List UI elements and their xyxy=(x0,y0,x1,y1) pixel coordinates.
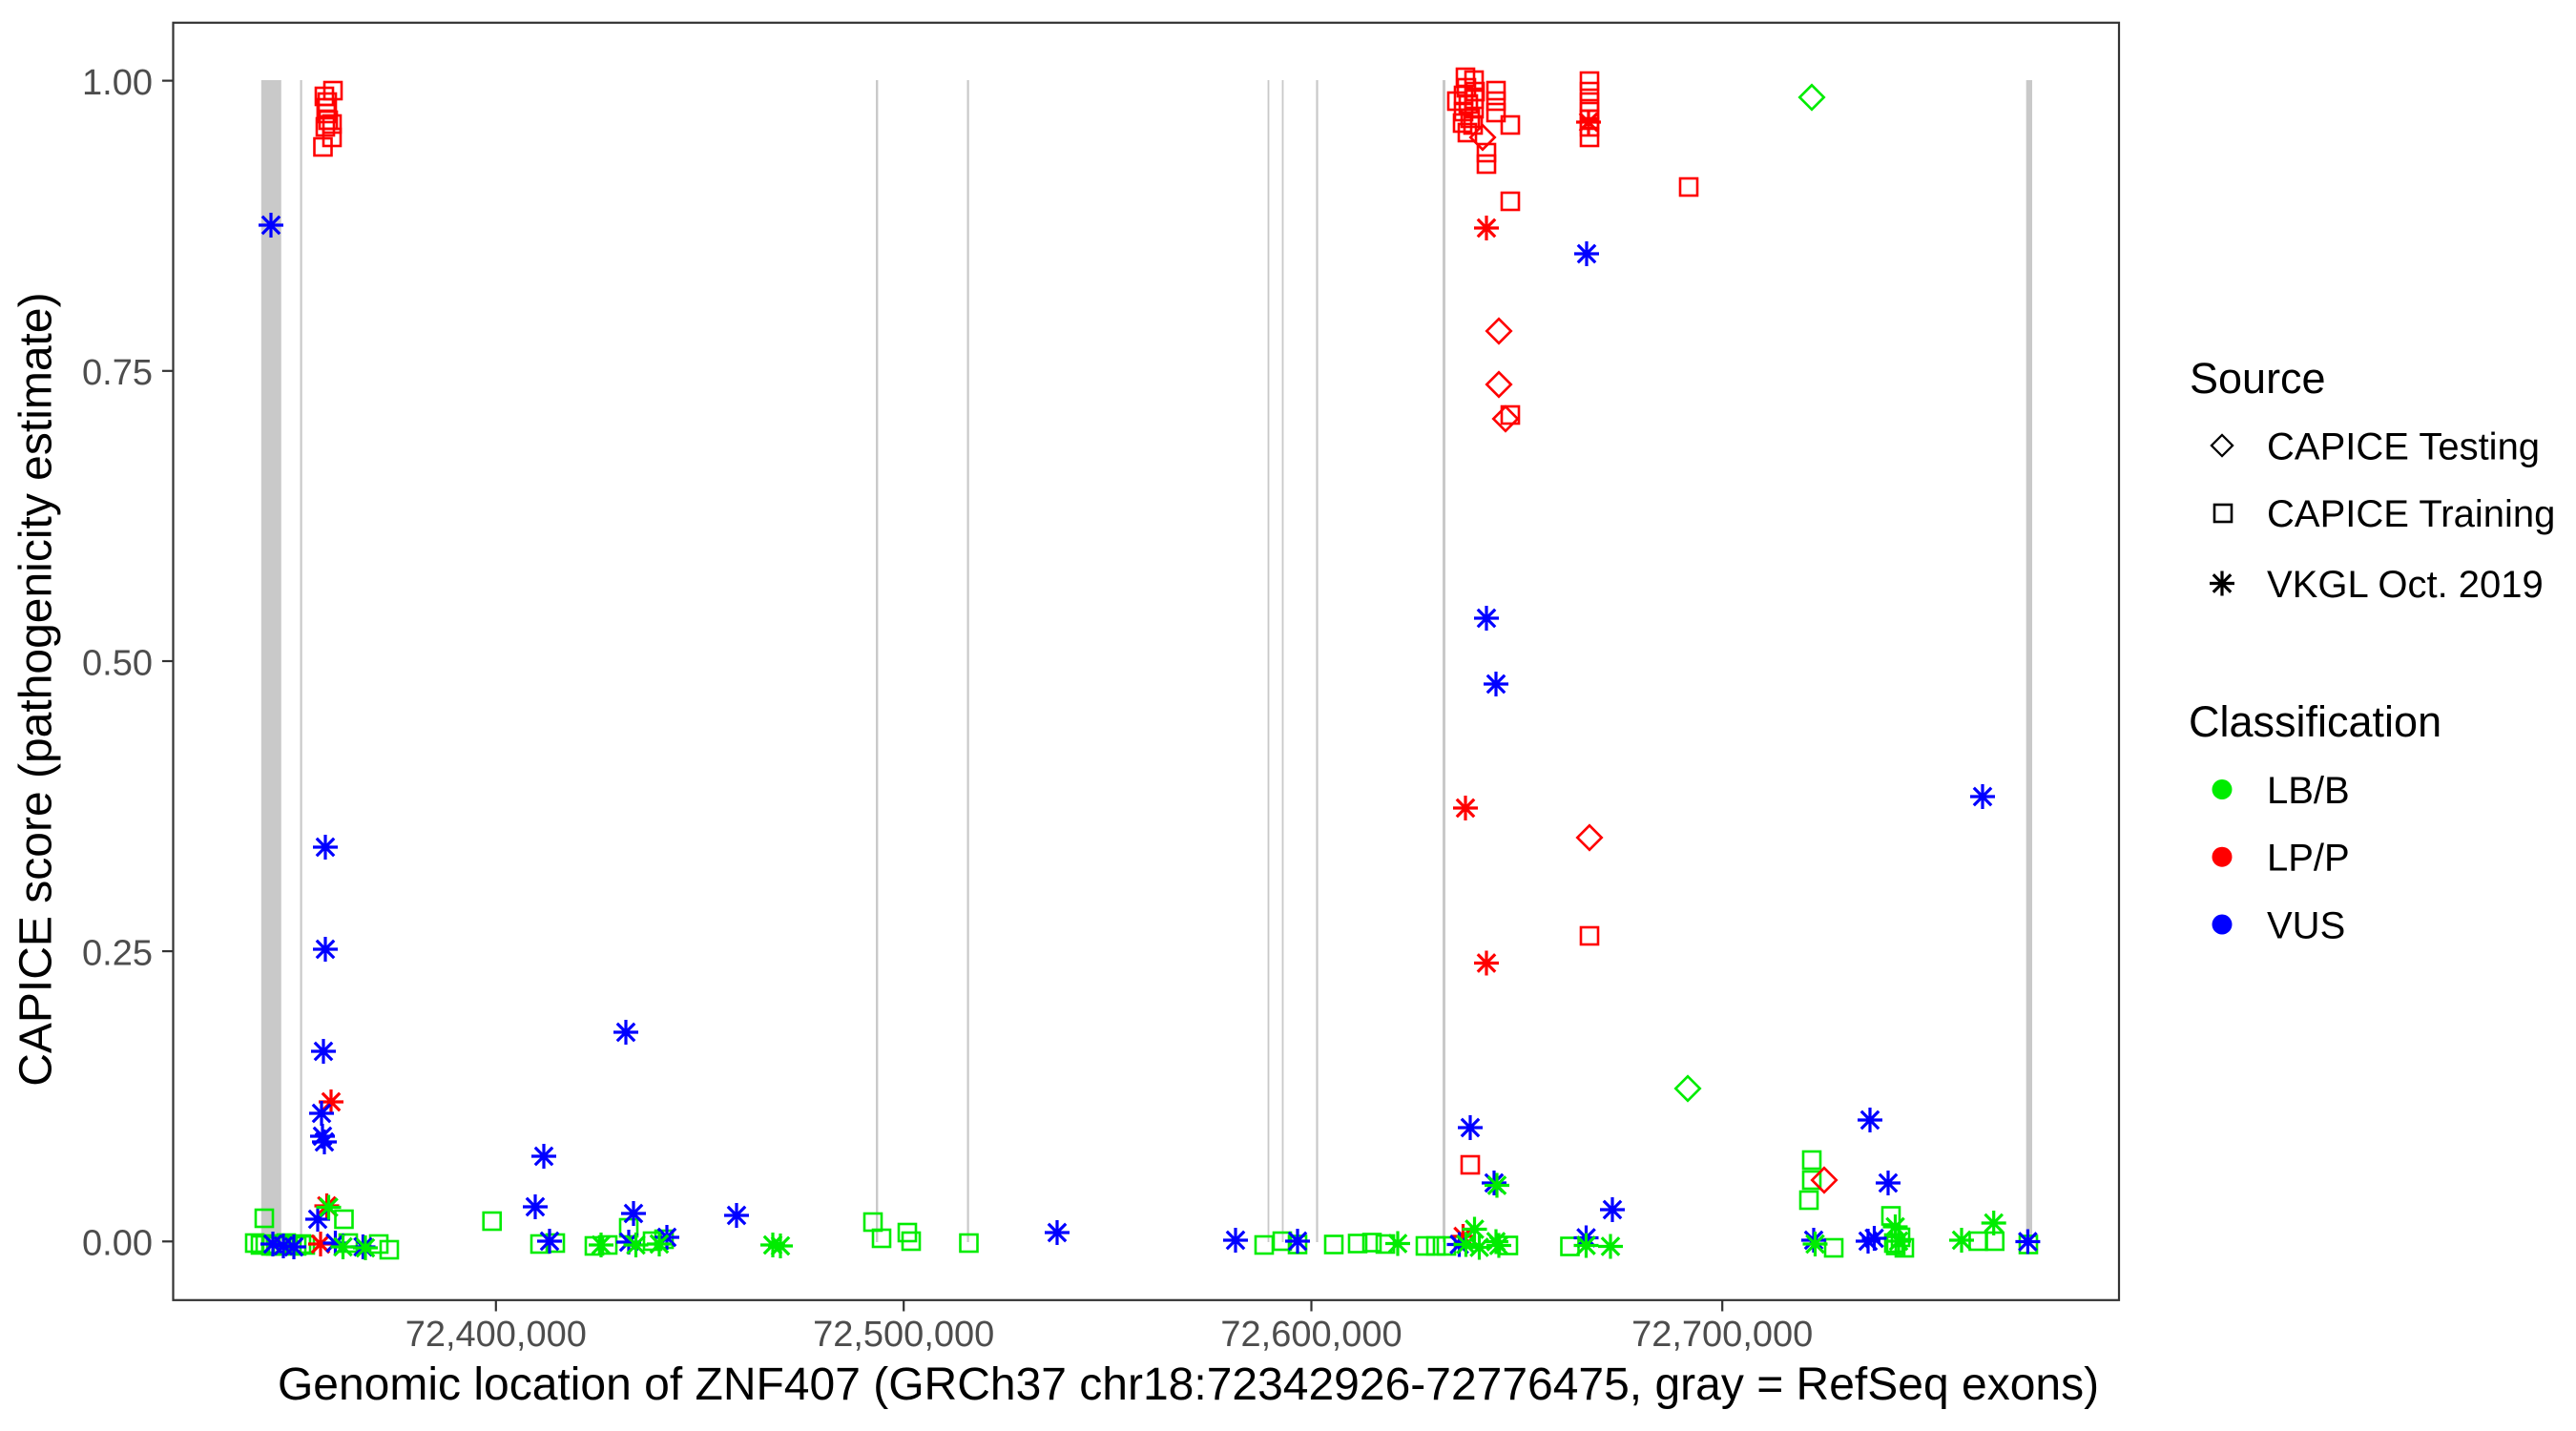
svg-text:Genomic location of ZNF407 (GR: Genomic location of ZNF407 (GRCh37 chr18… xyxy=(278,1359,2099,1410)
svg-text:72,400,000: 72,400,000 xyxy=(405,1315,587,1355)
svg-text:0.00: 0.00 xyxy=(82,1224,153,1264)
svg-text:0.75: 0.75 xyxy=(82,353,153,393)
svg-text:Classification: Classification xyxy=(2189,697,2441,746)
svg-text:LB/B: LB/B xyxy=(2267,770,2350,812)
svg-text:VKGL Oct. 2019: VKGL Oct. 2019 xyxy=(2267,564,2544,606)
svg-text:CAPICE score (pathogenicity es: CAPICE score (pathogenicity estimate) xyxy=(11,292,62,1086)
svg-text:72,700,000: 72,700,000 xyxy=(1631,1315,1813,1355)
svg-text:1.00: 1.00 xyxy=(82,63,153,103)
svg-text:0.25: 0.25 xyxy=(82,933,153,973)
svg-text:CAPICE Training: CAPICE Training xyxy=(2267,493,2555,535)
svg-text:Source: Source xyxy=(2190,354,2326,403)
svg-text:CAPICE Testing: CAPICE Testing xyxy=(2267,425,2540,467)
svg-text:72,600,000: 72,600,000 xyxy=(1220,1315,1402,1355)
svg-text:VUS: VUS xyxy=(2267,904,2345,946)
svg-text:0.50: 0.50 xyxy=(82,643,153,683)
svg-text:LP/P: LP/P xyxy=(2267,838,2350,880)
svg-text:72,500,000: 72,500,000 xyxy=(813,1315,994,1355)
